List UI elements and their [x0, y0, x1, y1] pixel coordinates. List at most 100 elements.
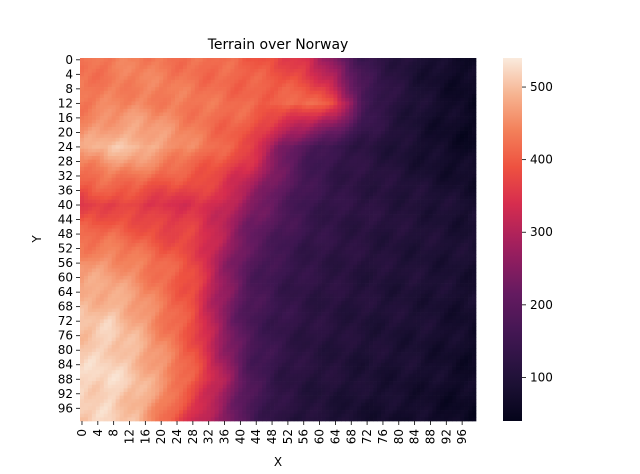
heatmap-cell	[377, 94, 382, 99]
heatmap-cell	[80, 141, 85, 146]
heatmap-cell	[301, 90, 307, 95]
heatmap-cell	[266, 116, 271, 121]
heatmap-cell	[87, 58, 93, 62]
heatmap-cell	[258, 141, 263, 146]
heatmap-cell	[131, 181, 136, 186]
heatmap-cell	[238, 105, 243, 110]
heatmap-cell	[214, 206, 219, 211]
heatmap-cell	[404, 224, 410, 229]
heatmap-cell	[226, 188, 231, 193]
heatmap-cell	[167, 119, 172, 124]
heatmap-cell	[218, 141, 223, 146]
heatmap-cell	[111, 210, 116, 215]
heatmap-cell	[83, 90, 89, 95]
heatmap-cell	[460, 192, 465, 197]
heatmap-cell	[285, 214, 291, 219]
heatmap-cell	[460, 235, 465, 240]
heatmap-cell	[155, 101, 160, 106]
heatmap-cell	[464, 90, 469, 95]
heatmap-cell	[456, 199, 461, 204]
heatmap-cell	[230, 188, 235, 193]
heatmap-cell	[365, 94, 370, 99]
heatmap-cell	[91, 61, 97, 66]
heatmap-cell	[325, 159, 330, 164]
heatmap-cell	[206, 83, 212, 88]
heatmap-cell	[80, 199, 85, 204]
heatmap-cell	[341, 83, 346, 88]
heatmap-cell	[91, 217, 97, 222]
heatmap-cell	[186, 123, 192, 128]
heatmap-cell	[194, 116, 200, 121]
heatmap-cell	[428, 94, 433, 99]
heatmap-cell	[254, 232, 259, 237]
heatmap-cell	[436, 116, 441, 121]
heatmap-cell	[87, 94, 93, 99]
heatmap-cell	[147, 199, 152, 204]
heatmap-cell	[226, 148, 231, 153]
heatmap-cell	[91, 195, 97, 200]
heatmap-cell	[95, 76, 101, 81]
heatmap-cell	[83, 137, 89, 142]
heatmap-cell	[285, 232, 291, 237]
heatmap-cell	[238, 166, 243, 171]
heatmap-cell	[163, 97, 168, 102]
heatmap-cell	[305, 210, 311, 215]
heatmap-cell	[460, 94, 465, 99]
heatmap-cell	[210, 130, 215, 135]
heatmap-cell	[87, 123, 93, 128]
heatmap-cell	[214, 217, 219, 222]
heatmap-cell	[103, 148, 109, 153]
heatmap-cell	[365, 163, 370, 168]
heatmap-cell	[155, 210, 160, 215]
heatmap-cell	[151, 228, 156, 233]
heatmap-cell	[428, 145, 433, 150]
heatmap-cell	[333, 134, 338, 139]
heatmap-cell	[198, 97, 204, 102]
heatmap-cell	[143, 90, 148, 95]
heatmap-cell	[289, 166, 295, 171]
heatmap-cell	[369, 137, 374, 142]
heatmap-cell	[274, 145, 279, 150]
heatmap-cell	[226, 166, 231, 171]
heatmap-cell	[262, 199, 267, 204]
heatmap-cell	[151, 188, 156, 193]
heatmap-cell	[325, 232, 330, 237]
heatmap-cell	[392, 148, 398, 153]
heatmap-cell	[333, 156, 338, 160]
heatmap-cell	[202, 163, 208, 168]
heatmap-cell	[369, 126, 374, 131]
heatmap-cell	[420, 156, 425, 160]
heatmap-cell	[325, 199, 330, 204]
heatmap-cell	[99, 163, 105, 168]
heatmap-cell	[317, 112, 322, 117]
heatmap-cell	[147, 235, 152, 240]
heatmap-cell	[317, 195, 322, 200]
heatmap-cell	[210, 156, 215, 160]
heatmap-cell	[135, 90, 140, 95]
heatmap-cell	[384, 152, 390, 157]
heatmap-cell	[198, 210, 204, 215]
heatmap-cell	[369, 108, 374, 113]
heatmap-cell	[377, 148, 382, 153]
heatmap-cell	[396, 185, 402, 190]
heatmap-cell	[123, 206, 128, 211]
heatmap-cell	[246, 152, 251, 157]
heatmap-cell	[392, 221, 398, 226]
heatmap-cell	[83, 116, 89, 121]
heatmap-cell	[436, 65, 441, 70]
heatmap-cell	[444, 134, 449, 139]
heatmap-cell	[139, 76, 144, 81]
heatmap-cell	[198, 72, 204, 77]
heatmap-cell	[373, 214, 378, 219]
heatmap-cell	[107, 123, 113, 128]
heatmap-cell	[226, 210, 231, 215]
heatmap-cell	[202, 101, 208, 106]
heatmap-cell	[135, 174, 140, 179]
heatmap-cell	[365, 221, 370, 226]
heatmap-cell	[416, 112, 421, 117]
heatmap-cell	[321, 141, 326, 146]
heatmap-cell	[210, 181, 215, 186]
heatmap-cell	[103, 119, 109, 124]
heatmap-cell	[341, 235, 346, 240]
heatmap-cell	[87, 76, 93, 81]
